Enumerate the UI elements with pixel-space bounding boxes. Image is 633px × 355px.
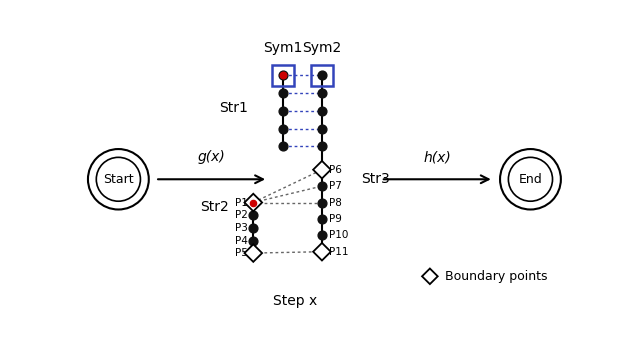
Point [317,249,327,255]
Polygon shape [313,243,331,261]
Point [278,144,288,149]
Text: P11: P11 [329,247,349,257]
Text: P5: P5 [234,248,248,258]
Point [317,167,327,173]
Point [248,200,258,205]
Point [317,108,327,114]
Point [317,216,327,222]
Ellipse shape [500,149,561,209]
Text: Str1: Str1 [220,101,248,115]
Point [317,200,327,205]
Point [317,183,327,189]
Text: Str2: Str2 [200,200,229,214]
Text: P9: P9 [329,214,342,224]
Point [278,90,288,96]
Ellipse shape [88,149,149,209]
Bar [311,65,333,86]
Point [317,72,327,78]
Point [317,90,327,96]
Point [278,108,288,114]
Text: Sym2: Sym2 [303,41,342,55]
Text: P2: P2 [234,211,248,220]
Text: End: End [518,173,542,186]
Text: P3: P3 [234,223,248,233]
Text: Start: Start [103,173,134,186]
Point [278,72,288,78]
Text: P6: P6 [329,165,342,175]
Text: Sym1: Sym1 [263,41,303,55]
Point [248,213,258,218]
Polygon shape [313,161,331,179]
Text: P10: P10 [329,230,349,240]
Point [248,250,258,256]
Text: P8: P8 [329,197,342,208]
Point [317,233,327,238]
Point [248,225,258,231]
Text: P1: P1 [234,197,248,208]
Text: P7: P7 [329,181,342,191]
Text: h(x): h(x) [423,150,451,164]
Point [248,200,258,205]
Polygon shape [244,194,262,211]
Point [317,126,327,132]
Text: Boundary points: Boundary points [444,270,547,283]
Point [278,72,288,78]
Point [317,144,327,149]
Text: Step x: Step x [273,294,317,308]
Point [248,237,258,243]
Text: P4: P4 [234,235,248,246]
Text: Str3: Str3 [361,172,390,186]
Text: g(x): g(x) [197,150,225,164]
Polygon shape [422,268,438,284]
Polygon shape [244,244,262,262]
Point [278,72,288,78]
Point [317,72,327,78]
Bar [272,65,294,86]
Point [278,126,288,132]
